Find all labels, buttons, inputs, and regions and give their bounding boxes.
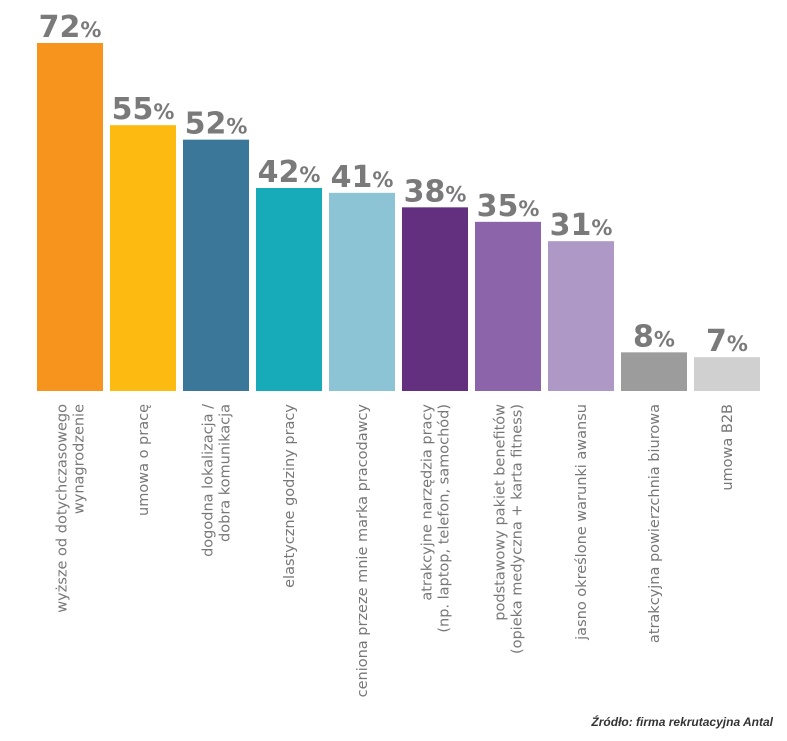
- bar-8: [548, 241, 614, 391]
- bar-3: [183, 139, 249, 391]
- category-label-5: ceniona przeze mnie marka pracodawcy: [355, 404, 371, 698]
- category-label-9: atrakcyjna powierzchnia biurowa: [647, 404, 663, 643]
- data-label-1: 72%: [39, 10, 102, 45]
- data-label-3: 52%: [185, 107, 248, 142]
- data-label-8: 31%: [550, 208, 613, 243]
- bar-7: [475, 221, 541, 391]
- bar-4: [256, 188, 322, 391]
- data-label-4: 42%: [258, 155, 321, 190]
- category-label-7: podstawowy pakiet benefitów(opieka medyc…: [493, 404, 526, 654]
- data-label-9: 8%: [633, 319, 675, 354]
- data-label-2: 55%: [112, 92, 175, 127]
- category-label-2: umowa o pracę: [136, 404, 152, 516]
- bar-6: [402, 207, 468, 391]
- bar-5: [329, 192, 395, 391]
- category-label-6: atrakcyjne narzędzia pracy(np. laptop, t…: [420, 404, 453, 633]
- data-label-6: 38%: [404, 174, 467, 209]
- bar-9: [621, 352, 687, 391]
- data-label-10: 7%: [706, 324, 748, 359]
- category-label-10: umowa B2B: [720, 404, 736, 491]
- data-label-7: 35%: [477, 189, 540, 224]
- bar-2: [110, 125, 176, 392]
- category-label-1: wyższe od dotychczasowegowynagrodzenie: [55, 404, 88, 613]
- category-label-8: jasno określone warunki awansu: [574, 404, 590, 641]
- data-label-5: 41%: [331, 160, 394, 195]
- bar-10: [694, 357, 760, 391]
- source-note: Źródło: firma rekrutacyjna Antal: [591, 715, 773, 729]
- category-label-3: dogodna lokalizacja /dobra komunikacja: [201, 404, 234, 557]
- bar-1: [37, 43, 103, 391]
- category-label-4: elastyczne godziny pracy: [282, 404, 298, 588]
